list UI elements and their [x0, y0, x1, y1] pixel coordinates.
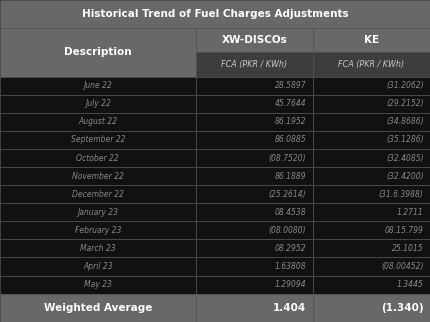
- Bar: [0, 258, 196, 276]
- Bar: [0, 294, 196, 322]
- Text: July 22: July 22: [85, 99, 111, 108]
- Bar: [0, 276, 196, 294]
- Bar: [313, 221, 430, 240]
- Bar: [0, 221, 196, 240]
- Bar: [196, 203, 313, 221]
- Text: (29.2152): (29.2152): [386, 99, 424, 108]
- Bar: [313, 276, 430, 294]
- Text: FCA (PKR / KWh): FCA (PKR / KWh): [338, 60, 405, 69]
- Text: May 23: May 23: [84, 280, 112, 289]
- Text: 86.1952: 86.1952: [275, 117, 306, 126]
- Bar: [0, 203, 196, 221]
- Text: December 22: December 22: [72, 190, 124, 199]
- Bar: [313, 77, 430, 95]
- Text: Description: Description: [64, 47, 132, 58]
- Text: (08.00452): (08.00452): [381, 262, 424, 271]
- Bar: [0, 185, 196, 203]
- Bar: [196, 52, 313, 77]
- Bar: [0, 240, 196, 258]
- Bar: [196, 167, 313, 185]
- Text: (35.1286): (35.1286): [386, 136, 424, 145]
- Bar: [0, 77, 196, 95]
- Bar: [313, 294, 430, 322]
- Text: 1.63808: 1.63808: [275, 262, 306, 271]
- Bar: [196, 294, 313, 322]
- Bar: [0, 131, 196, 149]
- Text: November 22: November 22: [72, 172, 124, 181]
- Text: October 22: October 22: [77, 154, 119, 163]
- Text: April 23: April 23: [83, 262, 113, 271]
- Bar: [313, 185, 430, 203]
- Bar: [313, 203, 430, 221]
- Bar: [313, 95, 430, 113]
- Bar: [196, 131, 313, 149]
- Text: KE: KE: [364, 35, 379, 45]
- Bar: [196, 221, 313, 240]
- Text: 86.0885: 86.0885: [275, 136, 306, 145]
- Text: 08.2952: 08.2952: [275, 244, 306, 253]
- Bar: [313, 167, 430, 185]
- Text: (34.8686): (34.8686): [386, 117, 424, 126]
- Text: 45.7644: 45.7644: [275, 99, 306, 108]
- Bar: [0, 0, 430, 28]
- Text: (32.4085): (32.4085): [386, 154, 424, 163]
- Bar: [0, 28, 196, 77]
- Text: February 23: February 23: [75, 226, 121, 235]
- Bar: [313, 52, 430, 77]
- Text: 08.4538: 08.4538: [275, 208, 306, 217]
- Bar: [313, 149, 430, 167]
- Bar: [0, 113, 196, 131]
- Text: September 22: September 22: [71, 136, 125, 145]
- Bar: [313, 131, 430, 149]
- Text: 1.3445: 1.3445: [397, 280, 424, 289]
- Bar: [196, 113, 313, 131]
- Bar: [196, 185, 313, 203]
- Bar: [196, 258, 313, 276]
- Text: 1.404: 1.404: [273, 303, 306, 313]
- Bar: [196, 240, 313, 258]
- Bar: [196, 95, 313, 113]
- Bar: [196, 28, 313, 52]
- Bar: [0, 149, 196, 167]
- Text: (1.340): (1.340): [381, 303, 424, 313]
- Text: January 23: January 23: [77, 208, 118, 217]
- Text: (32.4200): (32.4200): [386, 172, 424, 181]
- Text: (08.7520): (08.7520): [269, 154, 306, 163]
- Text: 1.29094: 1.29094: [275, 280, 306, 289]
- Text: (08.0080): (08.0080): [269, 226, 306, 235]
- Bar: [196, 276, 313, 294]
- Bar: [196, 149, 313, 167]
- Text: 1.2711: 1.2711: [397, 208, 424, 217]
- Text: August 22: August 22: [78, 117, 117, 126]
- Bar: [313, 258, 430, 276]
- Text: Weighted Average: Weighted Average: [43, 303, 152, 313]
- Text: 86.1889: 86.1889: [275, 172, 306, 181]
- Text: (31.6.3988): (31.6.3988): [379, 190, 424, 199]
- Bar: [313, 113, 430, 131]
- Text: XW-DISCOs: XW-DISCOs: [221, 35, 287, 45]
- Bar: [196, 77, 313, 95]
- Bar: [0, 167, 196, 185]
- Text: March 23: March 23: [80, 244, 116, 253]
- Text: 08.15.799: 08.15.799: [385, 226, 424, 235]
- Text: (25.2614): (25.2614): [269, 190, 306, 199]
- Text: Historical Trend of Fuel Charges Adjustments: Historical Trend of Fuel Charges Adjustm…: [82, 9, 348, 19]
- Bar: [313, 240, 430, 258]
- Bar: [0, 95, 196, 113]
- Bar: [313, 28, 430, 52]
- Text: 28.5897: 28.5897: [275, 81, 306, 90]
- Text: FCA (PKR / KWh): FCA (PKR / KWh): [221, 60, 287, 69]
- Text: June 22: June 22: [83, 81, 112, 90]
- Text: 25.1015: 25.1015: [392, 244, 424, 253]
- Text: (31.2062): (31.2062): [386, 81, 424, 90]
